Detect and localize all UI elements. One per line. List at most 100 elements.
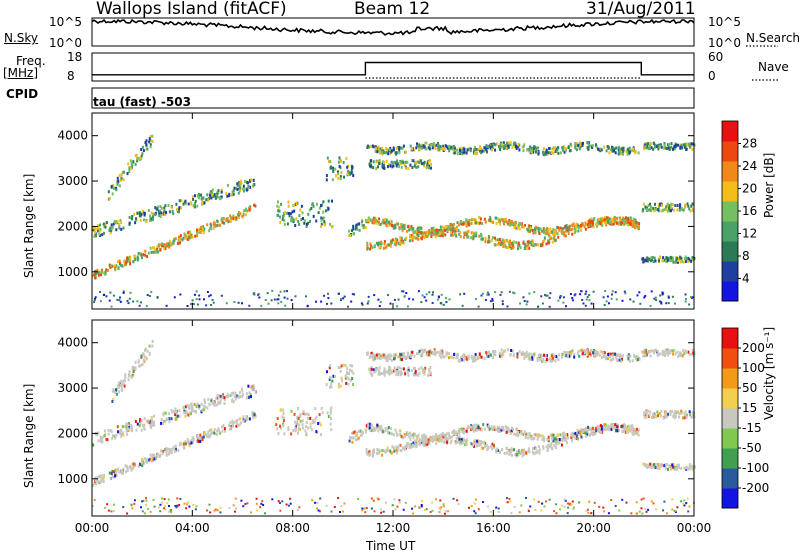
data-cell	[143, 218, 145, 222]
data-cell	[372, 160, 375, 164]
data-cell	[656, 410, 659, 414]
data-cell	[105, 268, 108, 272]
data-cell	[447, 437, 450, 441]
data-cell	[498, 451, 501, 454]
data-cell	[221, 395, 224, 399]
data-cell	[168, 420, 171, 424]
data-cell	[422, 162, 425, 165]
data-cell	[325, 383, 328, 387]
data-cell	[129, 159, 132, 163]
data-cell	[400, 290, 403, 293]
data-cell	[373, 451, 375, 455]
data-cell	[163, 206, 166, 210]
data-cell	[408, 297, 411, 300]
data-cell	[136, 258, 139, 262]
data-cell	[279, 424, 281, 428]
data-cell	[152, 212, 155, 216]
data-cell	[517, 242, 520, 246]
data-cell	[145, 220, 148, 224]
data-cell	[176, 414, 179, 418]
data-cell	[232, 391, 235, 395]
data-cell	[412, 436, 415, 440]
data-cell	[530, 243, 533, 247]
data-cell	[235, 218, 238, 221]
data-cell	[462, 222, 465, 226]
data-cell	[496, 425, 499, 429]
data-cell	[214, 224, 217, 228]
data-cell	[682, 260, 685, 264]
data-cell	[595, 429, 598, 433]
data-cell	[390, 244, 392, 248]
data-cell	[146, 255, 149, 258]
data-cell	[450, 231, 453, 235]
data-cell	[351, 364, 354, 368]
data-cell	[649, 354, 652, 358]
data-cell	[315, 430, 318, 434]
data-cell	[374, 216, 377, 220]
data-cell	[348, 435, 351, 439]
data-cell	[140, 419, 143, 423]
data-cell	[444, 233, 447, 237]
data-cell	[650, 146, 653, 150]
data-cell	[103, 272, 106, 276]
data-cell	[117, 467, 120, 471]
data-cell	[668, 464, 671, 468]
data-cell	[542, 240, 545, 244]
data-cell	[106, 268, 109, 272]
data-cell	[376, 367, 379, 371]
data-cell	[532, 437, 535, 441]
data-cell	[222, 393, 225, 397]
data-cell	[523, 247, 526, 250]
data-cell	[322, 200, 325, 204]
data-cell	[508, 452, 511, 456]
data-cell	[309, 416, 312, 420]
data-cell	[486, 150, 488, 154]
data-cell	[679, 260, 682, 264]
data-cell	[416, 352, 418, 356]
data-cell	[580, 427, 583, 431]
data-cell	[118, 173, 121, 177]
data-cell	[600, 356, 603, 360]
data-cell	[108, 197, 111, 200]
data-cell	[534, 225, 537, 229]
data-cell	[406, 225, 409, 229]
data-cell	[109, 226, 112, 230]
data-cell	[165, 453, 168, 457]
data-cell	[425, 299, 428, 302]
data-cell	[399, 433, 402, 436]
data-cell	[516, 355, 519, 359]
data-cell	[177, 449, 180, 452]
data-cell	[478, 356, 481, 359]
data-cell	[593, 349, 595, 352]
data-cell	[680, 500, 683, 503]
data-cell	[359, 429, 362, 433]
data-cell	[119, 262, 121, 266]
data-cell	[464, 443, 466, 447]
data-cell	[346, 169, 349, 173]
data-cell	[552, 146, 555, 150]
data-cell	[328, 378, 331, 382]
data-cell	[173, 238, 176, 242]
data-cell	[529, 146, 532, 150]
data-cell	[180, 206, 182, 210]
data-cell	[139, 419, 141, 423]
data-cell	[538, 232, 541, 236]
data-cell	[448, 434, 451, 437]
data-cell	[415, 434, 418, 438]
data-cell	[398, 151, 401, 155]
data-cell	[382, 353, 385, 357]
data-cell	[133, 462, 136, 466]
data-cell	[556, 225, 559, 229]
data-cell	[638, 291, 641, 294]
data-cell	[378, 242, 380, 245]
data-cell	[182, 446, 185, 450]
data-cell	[441, 229, 444, 233]
data-cell	[440, 228, 442, 232]
data-cell	[99, 223, 101, 227]
data-cell	[562, 146, 565, 150]
data-cell	[470, 218, 473, 222]
data-cell	[547, 232, 550, 236]
data-cell	[94, 296, 97, 299]
data-cell	[480, 355, 483, 359]
data-cell	[210, 227, 213, 231]
